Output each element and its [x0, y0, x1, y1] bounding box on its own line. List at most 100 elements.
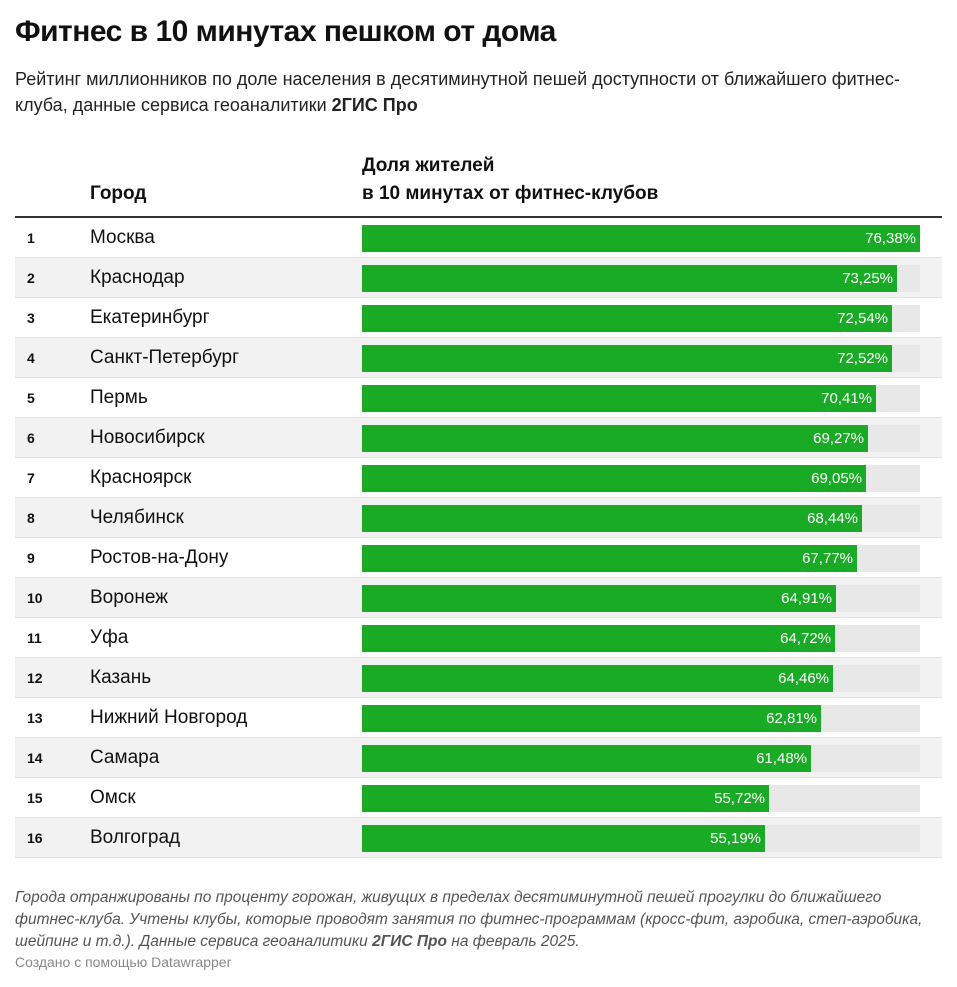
table-row: 3 Екатеринбург 72,54%: [15, 298, 942, 338]
chart-subtitle: Рейтинг миллионников по доле населения в…: [15, 66, 945, 118]
row-separator: [15, 497, 942, 498]
ranking-table: 1 Москва 76,38% 2 Краснодар 73,25% 3 Екатеринбу…: [15, 218, 942, 858]
row-separator: [15, 417, 942, 418]
city-label: Краснодар: [90, 267, 185, 288]
bar-value-label: 73,25%: [842, 270, 893, 287]
bar: 72,54%: [362, 305, 892, 332]
bar-value-label: 64,91%: [781, 590, 832, 607]
city-label: Уфа: [90, 627, 129, 648]
rank-label: 10: [27, 590, 43, 606]
header-rule: [15, 216, 942, 218]
table-row: 4 Санкт-Петербург 72,52%: [15, 338, 942, 378]
city-label: Омск: [90, 787, 136, 808]
bar: 55,72%: [362, 785, 769, 812]
city-label: Екатеринбург: [90, 307, 210, 328]
row-separator: [15, 537, 942, 538]
column-header-city: Город: [90, 183, 147, 204]
bar-track: 72,54%: [362, 305, 920, 332]
city-label: Казань: [90, 667, 152, 688]
bar-track: 76,38%: [362, 225, 920, 252]
row-separator: [15, 577, 942, 578]
bar-value-label: 61,48%: [756, 750, 807, 767]
chart-title: Фитнес в 10 минутах пешком от дома: [15, 15, 556, 48]
bar-track: 72,52%: [362, 345, 920, 372]
rank-label: 12: [27, 670, 43, 686]
bar-value-label: 64,46%: [778, 670, 829, 687]
row-separator: [15, 457, 942, 458]
bar: 64,91%: [362, 585, 836, 612]
bar: 67,77%: [362, 545, 857, 572]
column-header-share-line1: Доля жителей: [362, 155, 495, 176]
table-row: 2 Краснодар 73,25%: [15, 258, 942, 298]
table-row: 12 Казань 64,46%: [15, 658, 942, 698]
city-label: Воронеж: [90, 587, 168, 608]
bar-track: 70,41%: [362, 385, 920, 412]
row-separator: [15, 337, 942, 338]
city-label: Москва: [90, 227, 155, 248]
bar: 72,52%: [362, 345, 892, 372]
table-row: 13 Нижний Новгород 62,81%: [15, 698, 942, 738]
table-row: 9 Ростов-на-Дону 67,77%: [15, 538, 942, 578]
rank-label: 1: [27, 230, 35, 246]
table-row: 8 Челябинск 68,44%: [15, 498, 942, 538]
bar-value-label: 69,05%: [811, 470, 862, 487]
bar: 61,48%: [362, 745, 811, 772]
bar-value-label: 64,72%: [780, 630, 831, 647]
city-label: Ростов-на-Дону: [90, 547, 229, 568]
subtitle-brand: 2ГИС Про: [331, 95, 418, 115]
bar-track: 64,91%: [362, 585, 920, 612]
bar: 64,46%: [362, 665, 833, 692]
bar: 76,38%: [362, 225, 920, 252]
bar-value-label: 69,27%: [813, 430, 864, 447]
bar: 62,81%: [362, 705, 821, 732]
rank-label: 15: [27, 790, 43, 806]
rank-label: 7: [27, 470, 35, 486]
bar-value-label: 55,72%: [714, 790, 765, 807]
datawrapper-credit[interactable]: Создано с помощью Datawrapper: [15, 954, 232, 970]
rank-label: 4: [27, 350, 35, 366]
bar-track: 61,48%: [362, 745, 920, 772]
city-label: Самара: [90, 747, 160, 768]
rank-label: 13: [27, 710, 43, 726]
bar-value-label: 55,19%: [710, 830, 761, 847]
rank-label: 8: [27, 510, 35, 526]
bar-track: 69,05%: [362, 465, 920, 492]
row-separator: [15, 257, 942, 258]
bar-track: 68,44%: [362, 505, 920, 532]
bar-value-label: 70,41%: [821, 390, 872, 407]
bar: 64,72%: [362, 625, 835, 652]
bar-track: 69,27%: [362, 425, 920, 452]
city-label: Новосибирск: [90, 427, 205, 448]
row-separator: [15, 617, 942, 618]
bar-track: 55,72%: [362, 785, 920, 812]
city-label: Красноярск: [90, 467, 192, 488]
footnote-suffix: на февраль 2025.: [451, 933, 580, 950]
bar-value-label: 76,38%: [865, 230, 916, 247]
table-row: 16 Волгоград 55,19%: [15, 818, 942, 858]
column-header-share-line2: в 10 минутах от фитнес-клубов: [362, 183, 659, 204]
city-label: Волгоград: [90, 827, 181, 848]
table-row: 11 Уфа 64,72%: [15, 618, 942, 658]
bar: 69,05%: [362, 465, 866, 492]
table-row: 1 Москва 76,38%: [15, 218, 942, 258]
bar-track: 64,46%: [362, 665, 920, 692]
row-separator: [15, 297, 942, 298]
subtitle-text: Рейтинг миллионников по доле населения в…: [15, 69, 900, 115]
row-separator: [15, 737, 942, 738]
rank-label: 5: [27, 390, 35, 406]
bar-value-label: 68,44%: [807, 510, 858, 527]
bar-track: 55,19%: [362, 825, 920, 852]
rank-label: 2: [27, 270, 35, 286]
bar-track: 62,81%: [362, 705, 920, 732]
row-separator: [15, 697, 942, 698]
table-row: 7 Красноярск 69,05%: [15, 458, 942, 498]
bar: 73,25%: [362, 265, 897, 292]
table-row: 15 Омск 55,72%: [15, 778, 942, 818]
footnote: Города отранжированы по проценту горожан…: [15, 887, 940, 953]
city-label: Пермь: [90, 387, 148, 408]
rank-label: 6: [27, 430, 35, 446]
rank-label: 11: [27, 630, 42, 646]
row-separator: [15, 377, 942, 378]
bar: 69,27%: [362, 425, 868, 452]
bar-track: 73,25%: [362, 265, 920, 292]
